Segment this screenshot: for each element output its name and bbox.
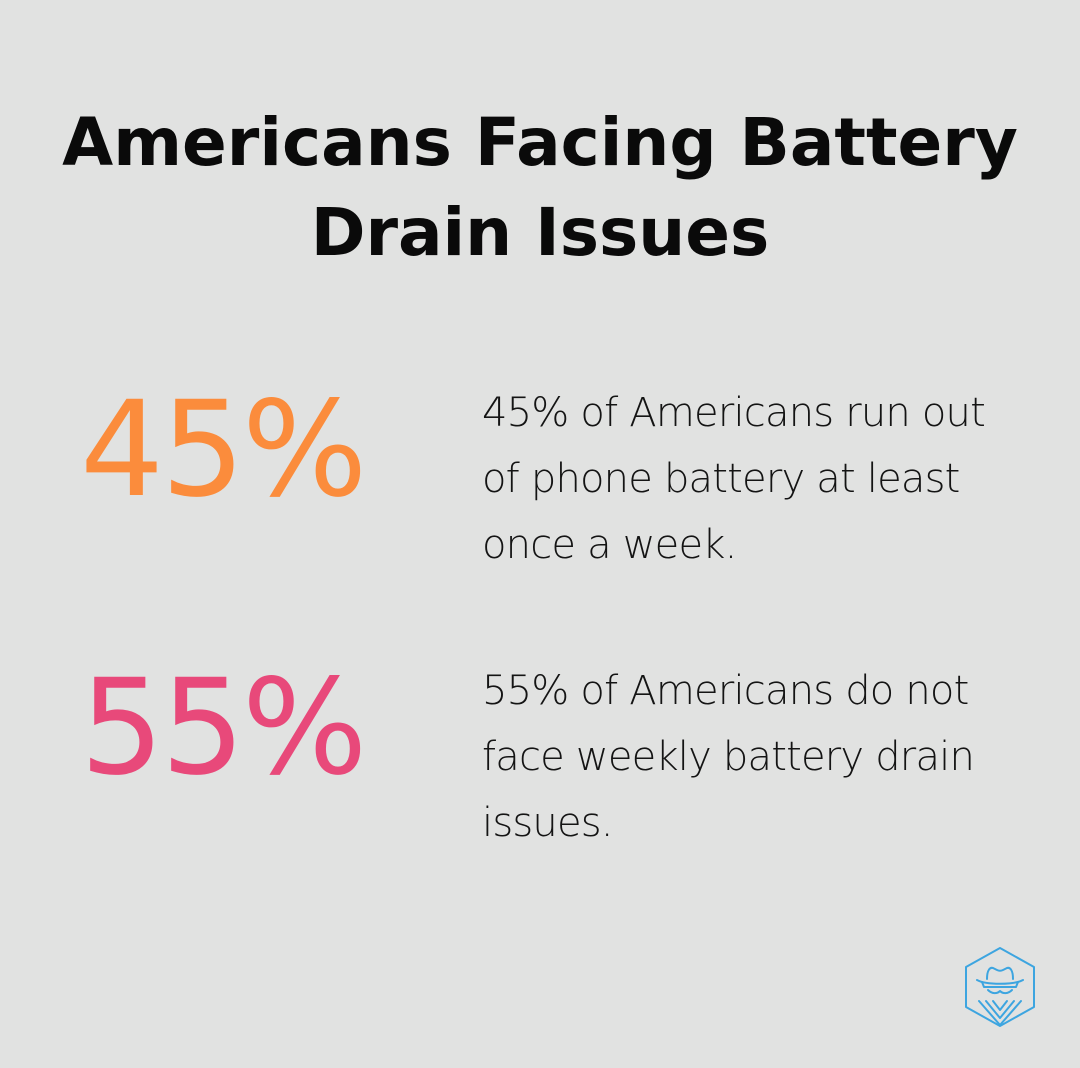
stat-description: 45% of Americans run out of phone batter… <box>482 390 986 568</box>
stat-value: 45% <box>80 373 367 527</box>
stat-value: 55% <box>80 651 367 805</box>
spy-hexagon-logo-icon <box>965 947 1035 1027</box>
stat-block-55: 55% 55% of Americans do not face weekly … <box>80 642 1080 846</box>
stat-block-45: 45% 45% of Americans run out of phone ba… <box>80 364 1080 568</box>
page-title: Americans Facing Battery Drain Issues <box>62 104 1018 271</box>
stat-description: 55% of Americans do not face weekly batt… <box>482 668 975 846</box>
